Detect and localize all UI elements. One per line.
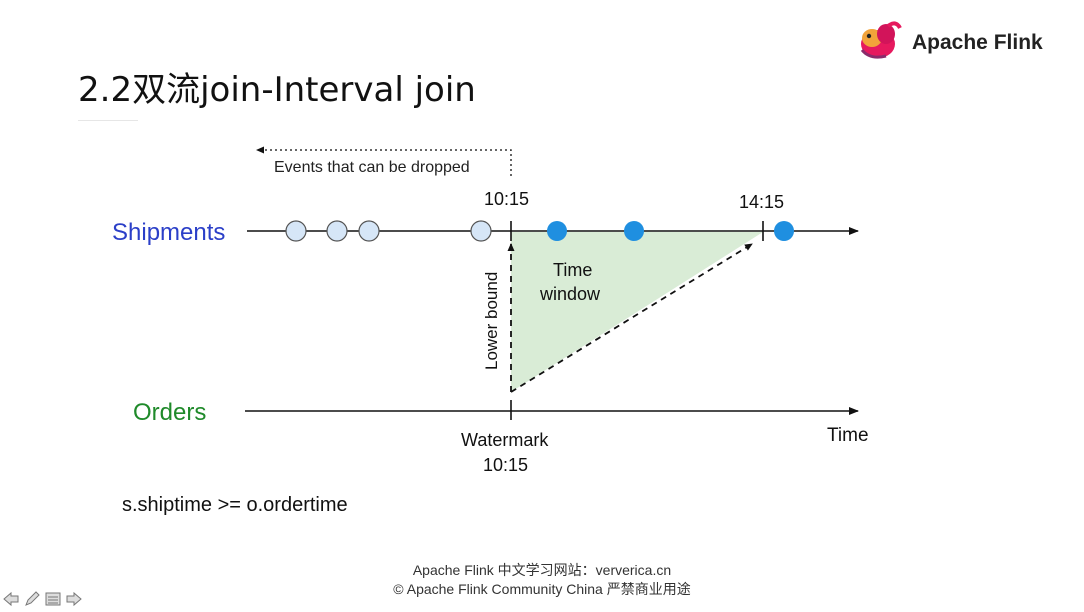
time-window-label-line2: window [539, 284, 601, 304]
time-window-label-line1: Time [553, 260, 592, 280]
slide-title: 2.2双流join-Interval join [78, 70, 476, 110]
menu-icon[interactable] [44, 591, 62, 607]
forward-arrow-icon[interactable] [65, 591, 83, 607]
slide-nav-bar [2, 590, 83, 608]
apache-flink-logo: Apache Flink [856, 16, 1056, 66]
upper-bound-line [510, 243, 753, 393]
active-event [624, 221, 644, 241]
tick-label-10-15: 10:15 [484, 189, 529, 209]
lower-bound-label: Lower bound [482, 272, 501, 370]
dropped-region-arrow [256, 146, 512, 176]
watermark-label: Watermark [461, 430, 549, 450]
footer-website: Apache Flink 中文学习网站：ververica.cn [412, 562, 672, 578]
dropped-event [285, 220, 307, 242]
active-event [774, 221, 794, 241]
back-arrow-icon[interactable] [2, 591, 20, 607]
orders-label: Orders [133, 399, 206, 426]
dropped-event [326, 220, 348, 242]
dropped-events-label: Events that can be dropped [274, 159, 470, 176]
tick-label-14-15: 14:15 [739, 192, 784, 212]
join-condition: s.shiptime >= o.ordertime [122, 494, 348, 516]
logo-text: Apache Flink [912, 31, 1043, 54]
time-axis-label: Time [827, 425, 869, 446]
shipments-label: Shipments [112, 219, 225, 246]
time-window-area [511, 232, 763, 392]
dropped-event [358, 220, 380, 242]
watermark-time-label: 10:15 [483, 455, 528, 475]
dropped-event [470, 220, 492, 242]
flink-squirrel-icon [860, 21, 902, 59]
active-event [547, 221, 567, 241]
title-divider [78, 120, 138, 121]
pen-icon[interactable] [23, 591, 41, 607]
footer-copyright: © Apache Flink Community China 严禁商业用途 [393, 581, 691, 597]
